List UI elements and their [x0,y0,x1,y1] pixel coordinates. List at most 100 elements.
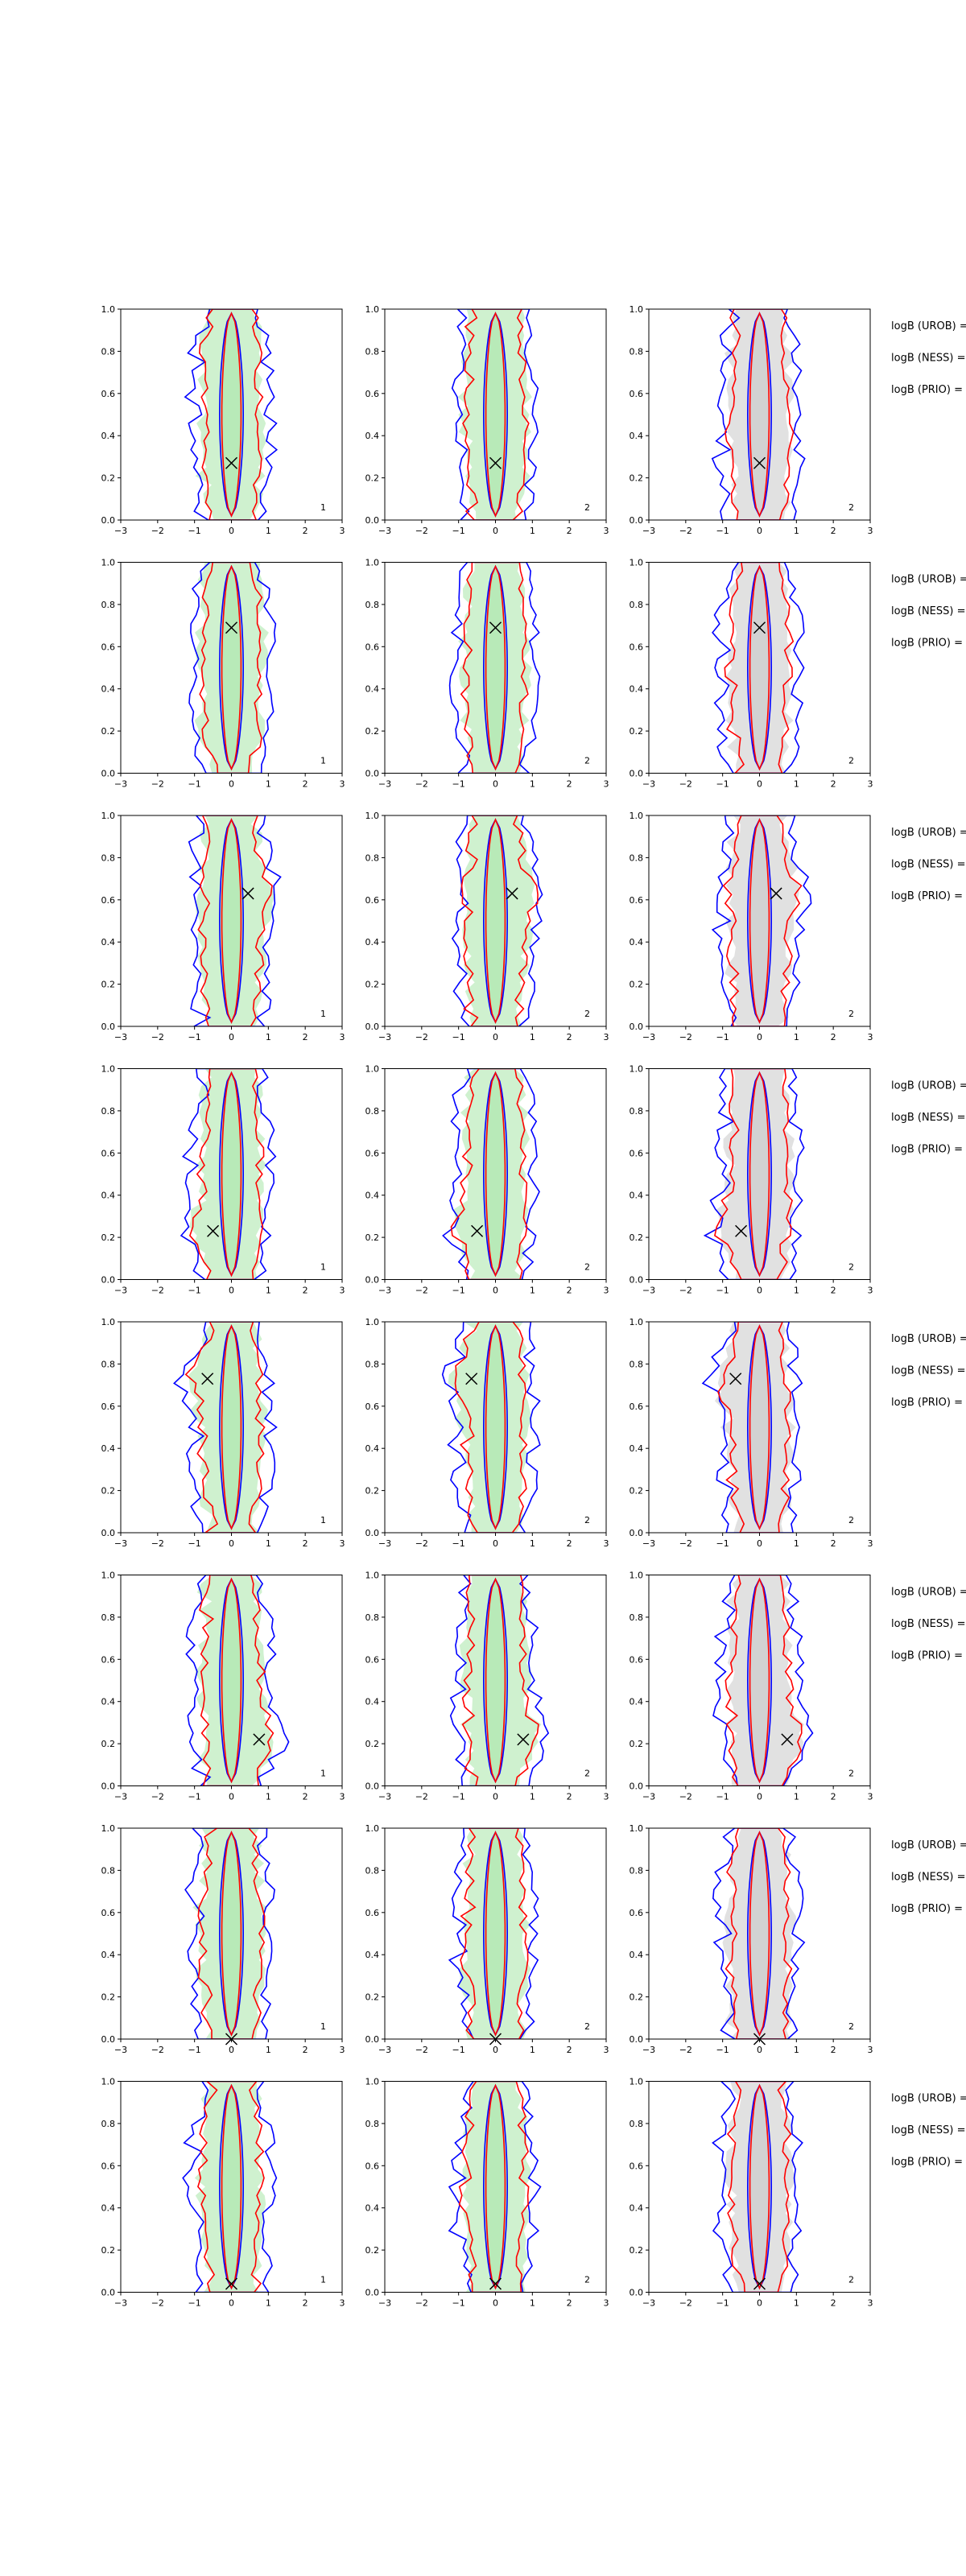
x-tick-label: −3 [114,2298,127,2309]
contour-red-inner [485,1577,506,1784]
panel-r6-c1: −3 −2 −1 0 1 2 3 0.0 0.2 0.4 0.6 0.8 1.0 1 [101,1571,345,1802]
y-tick-label: 0.2 [365,2245,380,2256]
x-tick-label: −3 [642,526,655,536]
y-tick-label: 0.0 [630,1528,644,1538]
logb-label: logB (UROB) = [891,1587,966,1599]
contour-red-outer [724,1828,793,2039]
contour-red-inner [749,1071,770,1278]
y-tick-label: 0.6 [365,1402,380,1412]
y-tick-label: 0.6 [101,1654,116,1665]
contour-red-inner [485,564,506,771]
x-tick-label: 2 [567,1032,572,1042]
x-tick-label: 0 [757,2045,762,2055]
marker-x [201,1373,214,1385]
y-tick-label: 0.2 [630,1739,644,1749]
x-tick-label: −3 [378,2045,391,2055]
plot-area [703,1068,805,1280]
y-tick-label: 0.4 [365,684,380,695]
panel-number-label: 2 [848,1515,854,1525]
y-tick-label: 0.4 [365,1191,380,1201]
marker-x [735,1224,748,1237]
y-tick-label: 0.4 [630,431,644,441]
y-tick-label: 0.4 [365,2203,380,2214]
y-tick-label: 0.6 [101,1402,116,1412]
contour-red-inner [485,312,506,518]
x-tick-label: −1 [452,1792,465,1802]
x-tick-label: 1 [794,1538,799,1549]
y-tick-label: 0.8 [630,346,644,357]
y-tick-label: 0.0 [101,1022,116,1032]
x-tick-label: 3 [340,2045,345,2055]
logb-label: logB (NESS) = [891,2124,965,2136]
y-tick-label: 0.6 [630,895,644,906]
y-tick-label: 0.6 [630,1908,644,1918]
density-fill-core [484,1579,507,1782]
y-tick-label: 0.6 [365,895,380,906]
contour-blue-outer [442,1068,540,1280]
x-tick-label: 3 [604,526,609,536]
y-tick-label: 1.0 [630,1823,644,1834]
x-tick-label: 1 [794,779,799,790]
contour-blue-outer [441,1322,541,1533]
panel-number-label: 2 [848,756,854,766]
plot-area [188,562,277,774]
panel-number-label: 1 [320,2275,326,2285]
y-tick-label: 0.4 [365,431,380,441]
contour-red-inner [221,818,242,1024]
panel-number-label: 1 [320,756,326,766]
x-tick-label: −2 [415,526,428,536]
y-tick-label: 0.8 [101,346,116,357]
x-tick-label: −2 [151,1538,164,1549]
x-tick-label: 2 [567,2045,572,2055]
panel-r5-c3: −3 −2 −1 0 1 2 3 0.0 0.2 0.4 0.6 0.8 1.0 2 [630,1317,873,1549]
y-tick-label: 0.2 [101,2245,116,2256]
y-tick-label: 1.0 [365,1823,380,1834]
y-tick-label: 1.0 [630,2077,644,2087]
y-tick-label: 0.8 [630,1865,644,1876]
plot-area [451,815,543,1026]
panel-r3-c2: −3 −2 −1 0 1 2 3 0.0 0.2 0.4 0.6 0.8 1.0 2 [365,811,609,1042]
contour-blue-outer [185,1575,290,1786]
y-tick-label: 1.0 [365,1317,380,1327]
y-tick-label: 0.0 [630,2034,644,2045]
y-tick-label: 0.4 [630,2203,644,2214]
x-tick-label: 2 [831,1286,836,1296]
x-tick-label: −2 [151,526,164,536]
x-tick-label: −3 [378,1286,391,1296]
contour-red-inner [221,1324,242,1530]
x-tick-label: 0 [229,1538,234,1549]
panel-r7-c1: −3 −2 −1 0 1 2 3 0.0 0.2 0.4 0.6 0.8 1.0 1 [101,1823,345,2055]
plot-area [188,815,282,1026]
x-tick-label: 0 [757,2298,762,2309]
y-tick-label: 0.8 [365,346,380,357]
x-tick-label: −1 [188,2298,201,2309]
x-tick-label: 2 [303,1538,308,1549]
x-tick-label: −3 [642,1538,655,1549]
x-tick-label: −3 [114,1792,127,1802]
y-tick-label: 0.8 [630,852,644,863]
y-tick-label: 0.4 [101,1950,116,1960]
logb-label: logB (UROB) = [891,320,966,332]
density-fill-core [220,1072,243,1276]
y-tick-label: 0.2 [630,1992,644,2003]
plot-area [711,815,812,1026]
x-tick-label: −1 [452,1286,465,1296]
y-tick-label: 0.0 [365,1781,380,1792]
x-tick-label: 2 [567,526,572,536]
y-tick-label: 0.2 [365,1992,380,2003]
x-tick-label: 0 [493,1538,498,1549]
contour-red-inner [749,2083,770,2290]
logb-label: logB (NESS) = [891,353,965,365]
contour-red-inner [221,1577,242,1784]
logb-label: logB (PRIO) = [891,384,963,396]
x-tick-label: −3 [378,1792,391,1802]
plot-area [182,2081,278,2293]
y-tick-label: 0.0 [365,1022,380,1032]
density-fill-core [748,1832,771,2035]
density-fill-core [220,566,243,770]
y-tick-label: 1.0 [630,811,644,821]
x-tick-label: 1 [794,526,799,536]
panel-r3-c3: −3 −2 −1 0 1 2 3 0.0 0.2 0.4 0.6 0.8 1.0 2 [630,811,873,1042]
panel-r2-c3: −3 −2 −1 0 1 2 3 0.0 0.2 0.4 0.6 0.8 1.0 2 [630,558,873,790]
